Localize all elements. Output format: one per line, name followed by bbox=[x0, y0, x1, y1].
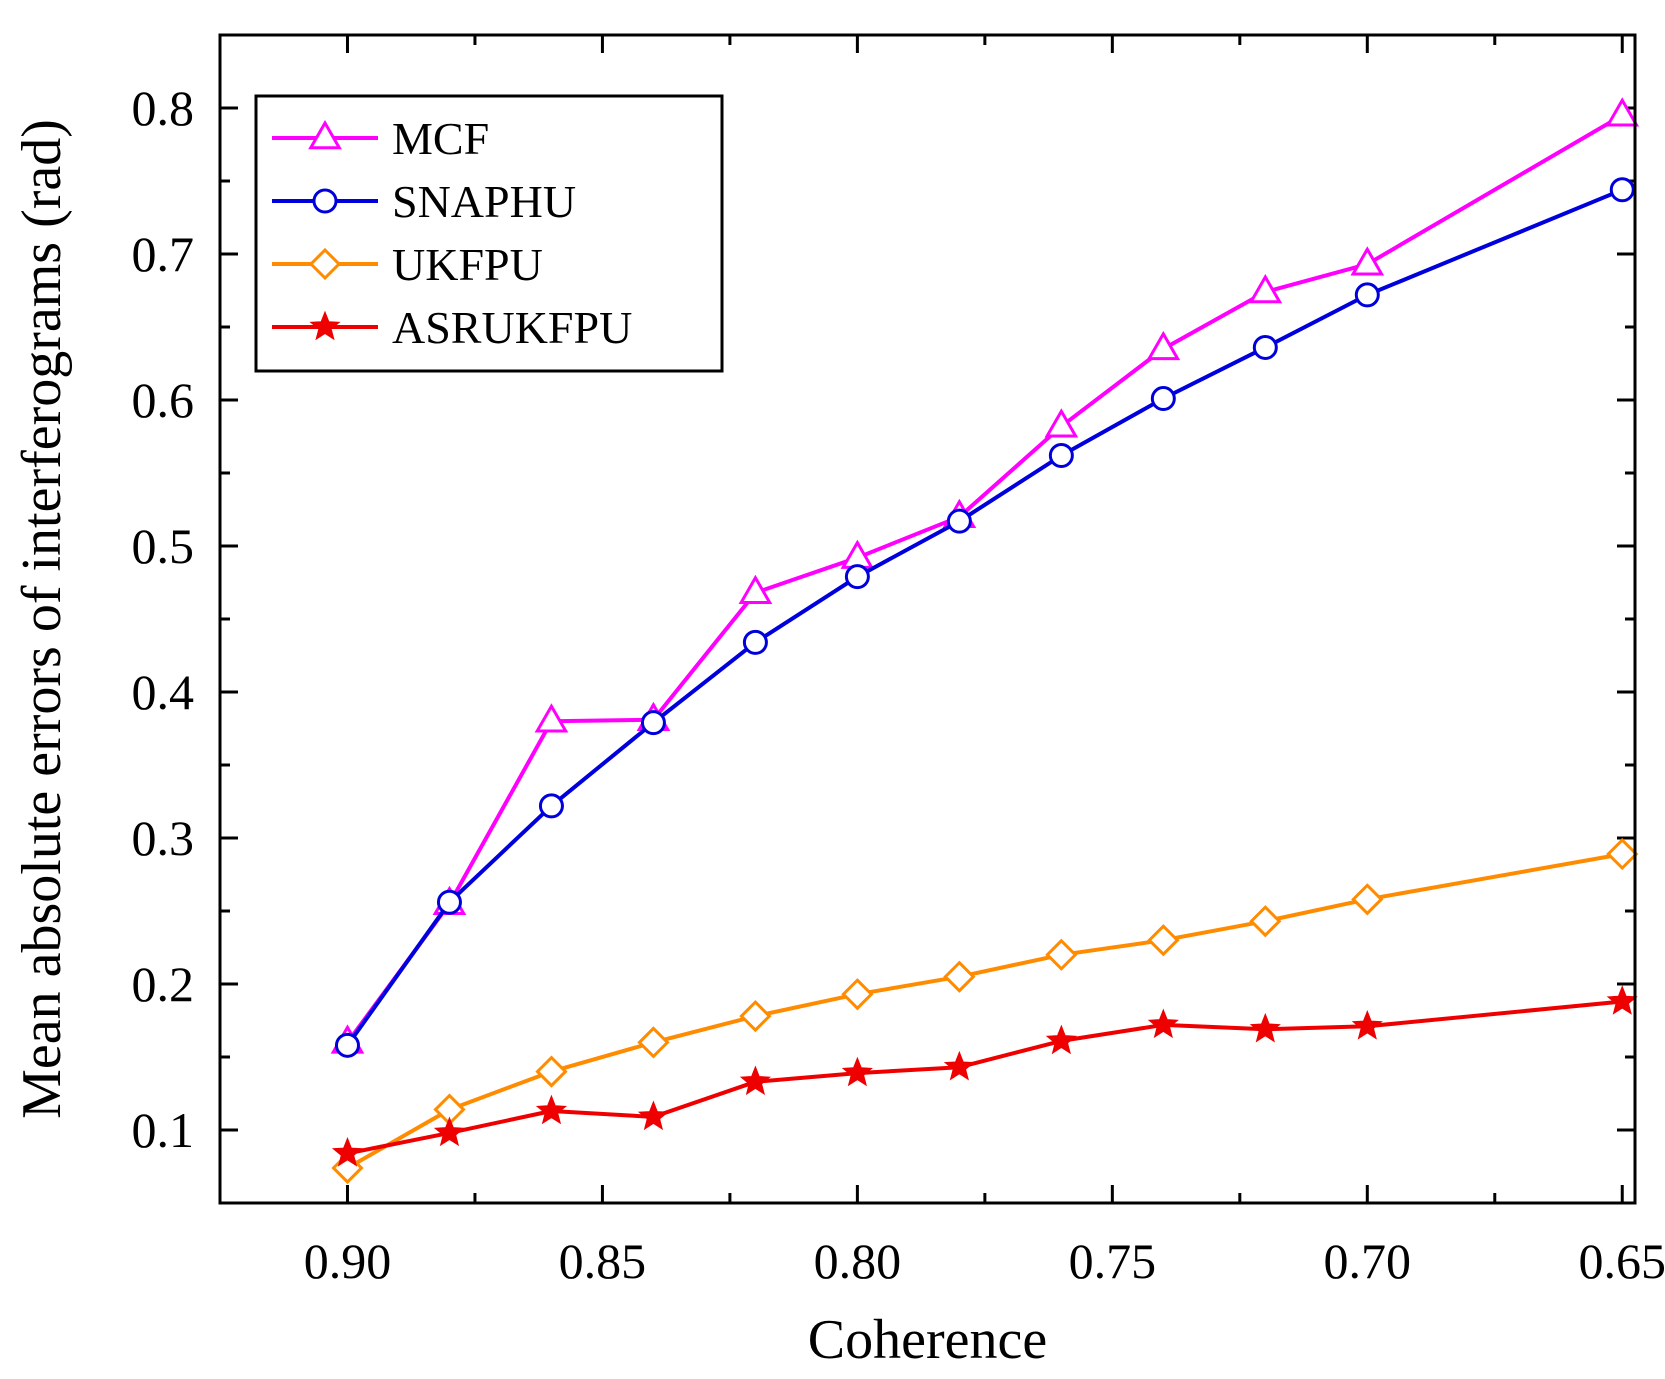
data-point-snaphu bbox=[436, 889, 462, 915]
data-point-snaphu bbox=[742, 629, 768, 655]
y-tick-label: 0.4 bbox=[132, 664, 195, 720]
x-axis-title: Coherence bbox=[808, 1309, 1047, 1371]
legend-item-snaphu: SNAPHU bbox=[272, 176, 576, 227]
series-snaphu bbox=[334, 177, 1635, 1058]
data-point-snaphu bbox=[844, 564, 870, 590]
data-point-asrukfpu bbox=[331, 1136, 364, 1167]
data-point-mcf bbox=[534, 703, 569, 733]
data-point-asrukfpu bbox=[433, 1116, 466, 1147]
plot-frame bbox=[218, 33, 1637, 1205]
data-point-mcf bbox=[1044, 408, 1079, 438]
series-line-asrukfpu bbox=[347, 999, 1623, 1156]
y-tick-label: 0.3 bbox=[132, 810, 195, 866]
data-point-ukfpu bbox=[1045, 938, 1078, 971]
data-point-asrukfpu bbox=[1351, 1009, 1383, 1040]
data-point-asrukfpu bbox=[1249, 1012, 1281, 1043]
data-point-asrukfpu bbox=[1045, 1024, 1077, 1055]
legend-item-asrukfpu: ASRUKFPU bbox=[272, 302, 632, 353]
y-tick-label: 0.7 bbox=[132, 226, 195, 282]
y-axis-title: Mean absolute errors of interferograms (… bbox=[11, 119, 73, 1119]
ticks-layer bbox=[220, 35, 1635, 1203]
x-tick-label: 0.90 bbox=[304, 1233, 392, 1289]
data-point-snaphu bbox=[640, 710, 666, 736]
series-line-snaphu bbox=[345, 187, 1624, 1047]
x-tick-label: 0.85 bbox=[559, 1233, 647, 1289]
x-tick-label: 0.80 bbox=[814, 1233, 902, 1289]
tick-labels-layer: 0.1 0.2 0.3 0.4 0.5 0.6 0.7 0.8 0.90 0.85 0.80 0.75… bbox=[132, 80, 1665, 1289]
legend: MCF SNAPHU UKFPU ASRUKFPU bbox=[254, 94, 724, 373]
data-point-snaphu bbox=[1252, 334, 1278, 360]
data-point-asrukfpu bbox=[739, 1065, 771, 1096]
legend-marker-asrukfpu bbox=[309, 310, 341, 341]
data-point-mcf bbox=[1605, 97, 1640, 127]
data-point-asrukfpu bbox=[841, 1056, 873, 1087]
data-point-ukfpu bbox=[637, 1026, 670, 1059]
data-point-ukfpu bbox=[841, 978, 874, 1011]
data-point-snaphu bbox=[1048, 442, 1074, 468]
data-point-snaphu bbox=[946, 508, 972, 534]
data-point-snaphu bbox=[1150, 386, 1176, 412]
x-tick-label: 0.65 bbox=[1579, 1233, 1665, 1289]
data-point-ukfpu bbox=[1606, 837, 1639, 871]
legend-label-mcf: MCF bbox=[392, 113, 489, 164]
data-point-snaphu bbox=[538, 793, 564, 819]
data-point-snaphu bbox=[1354, 282, 1380, 308]
legend-label-snaphu: SNAPHU bbox=[392, 176, 576, 227]
data-point-mcf bbox=[1350, 246, 1385, 276]
data-point-mcf bbox=[738, 574, 773, 604]
data-point-mcf bbox=[1248, 273, 1283, 304]
data-point-mcf bbox=[1146, 330, 1181, 361]
legend-label-ukfpu: UKFPU bbox=[392, 239, 543, 290]
y-tick-label: 0.2 bbox=[132, 956, 195, 1012]
data-point-asrukfpu bbox=[943, 1050, 975, 1081]
series-line-mcf bbox=[345, 113, 1624, 1044]
data-point-ukfpu bbox=[1351, 883, 1384, 916]
y-tick-label: 0.6 bbox=[132, 372, 195, 428]
series-asrukfpu bbox=[331, 985, 1638, 1167]
series-layer bbox=[330, 97, 1640, 1185]
data-point-snaphu bbox=[334, 1032, 360, 1058]
y-tick-label: 0.8 bbox=[132, 80, 195, 136]
x-tick-label: 0.70 bbox=[1324, 1233, 1412, 1289]
data-point-ukfpu bbox=[739, 999, 772, 1033]
series-ukfpu bbox=[331, 837, 1639, 1185]
legend-item-mcf: MCF bbox=[272, 113, 489, 164]
data-point-snaphu bbox=[1609, 177, 1635, 203]
data-point-ukfpu bbox=[943, 960, 976, 993]
data-point-ukfpu bbox=[1249, 905, 1282, 938]
data-point-asrukfpu bbox=[535, 1094, 568, 1125]
legend-item-ukfpu: UKFPU bbox=[272, 239, 543, 290]
data-point-asrukfpu bbox=[637, 1100, 669, 1131]
y-tick-label: 0.1 bbox=[132, 1102, 195, 1158]
data-point-ukfpu bbox=[1147, 924, 1180, 957]
y-tick-label: 0.5 bbox=[132, 518, 195, 574]
data-point-asrukfpu bbox=[1147, 1008, 1179, 1039]
data-point-ukfpu bbox=[535, 1055, 568, 1088]
series-line-ukfpu bbox=[346, 852, 1623, 1170]
legend-label-asrukfpu: ASRUKFPU bbox=[392, 302, 632, 353]
data-point-asrukfpu bbox=[1606, 985, 1638, 1015]
legend-marker-mcf bbox=[308, 119, 342, 150]
legend-marker-snaphu bbox=[312, 188, 338, 214]
x-tick-label: 0.75 bbox=[1069, 1233, 1157, 1289]
legend-marker-ukfpu bbox=[308, 247, 342, 281]
